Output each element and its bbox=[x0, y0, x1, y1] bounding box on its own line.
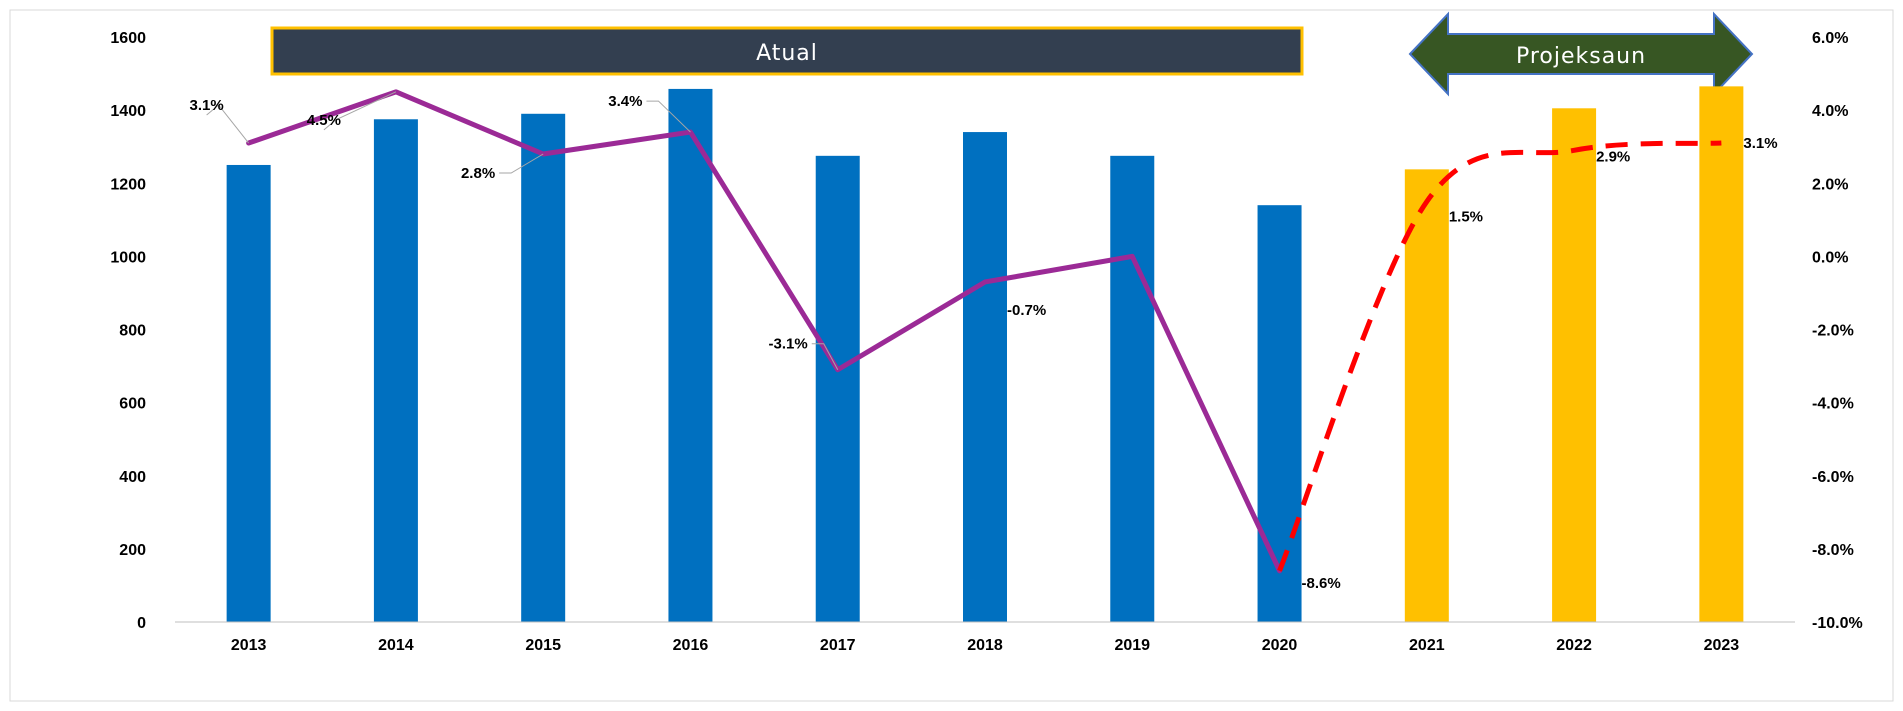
x-tick-label: 2013 bbox=[231, 637, 267, 654]
bar-2014 bbox=[373, 119, 418, 622]
bar-2023 bbox=[1699, 86, 1744, 622]
x-tick-label: 2018 bbox=[967, 637, 1003, 654]
growth-label-2020: -8.6% bbox=[1302, 575, 1341, 592]
x-tick-label: 2015 bbox=[525, 637, 561, 654]
x-tick-label: 2020 bbox=[1262, 637, 1298, 654]
growth-label-2023: 3.1% bbox=[1743, 135, 1777, 152]
bar-2015 bbox=[521, 113, 566, 622]
growth-label-2018: -0.7% bbox=[1007, 302, 1046, 319]
x-tick-label: 2016 bbox=[673, 637, 709, 654]
x-tick-label: 2021 bbox=[1409, 637, 1445, 654]
bar-2020 bbox=[1257, 205, 1302, 622]
line-series bbox=[246, 89, 1722, 574]
x-tick-label: 2022 bbox=[1556, 637, 1592, 654]
y-right-tick-label: 0.0% bbox=[1812, 249, 1848, 266]
y-left-tick-label: 600 bbox=[119, 396, 146, 413]
y-right-tick-label: 6.0% bbox=[1812, 30, 1848, 47]
bar-2022 bbox=[1552, 108, 1597, 622]
chart-border bbox=[9, 9, 1894, 702]
leader-line bbox=[323, 91, 397, 131]
bar-2021 bbox=[1404, 169, 1449, 622]
y-right-tick-label: -2.0% bbox=[1812, 323, 1854, 340]
data-labels: 3.1% 4.5% 2.8% 3.4% -3.1% -0.7% -8.6% 1.5% 2.9% 3… bbox=[190, 91, 1778, 592]
growth-label-2013: 3.1% bbox=[190, 97, 224, 114]
y-left-tick-label: 0 bbox=[137, 615, 146, 632]
y-left-tick-label: 1600 bbox=[110, 30, 146, 47]
projection-banner-label: Projeksaun bbox=[1516, 44, 1646, 69]
bar-2018 bbox=[963, 132, 1007, 622]
bar-2013 bbox=[226, 164, 271, 622]
actual-banner-label: Atual bbox=[756, 41, 818, 66]
axes: 2013 2014 2015 2016 2017 2018 2019 2020 2021 2022… bbox=[110, 30, 1862, 654]
leader-line bbox=[206, 104, 250, 144]
y-left-tick-label: 200 bbox=[119, 542, 146, 559]
y-left-tick-label: 1400 bbox=[110, 103, 146, 120]
y-right-tick-label: -8.0% bbox=[1812, 542, 1854, 559]
projection-banner bbox=[1408, 11, 1754, 97]
y-right-tick-label: 4.0% bbox=[1812, 103, 1848, 120]
bar-2016 bbox=[668, 88, 713, 622]
bar-2019 bbox=[1110, 155, 1155, 622]
x-tick-label: 2019 bbox=[1114, 637, 1150, 654]
y-right-tick-label: -10.0% bbox=[1812, 615, 1863, 632]
y-right-tick-label: 2.0% bbox=[1812, 176, 1848, 193]
actual-banner bbox=[270, 26, 1304, 76]
leader-line bbox=[646, 100, 691, 133]
growth-label-2015: 2.8% bbox=[461, 165, 495, 182]
y-left-tick-label: 800 bbox=[119, 323, 146, 340]
y-left-tick-label: 400 bbox=[119, 469, 146, 486]
growth-label-2017: -3.1% bbox=[769, 336, 808, 353]
banners: Atual Projeksaun bbox=[270, 11, 1754, 97]
leader-line bbox=[811, 343, 839, 370]
growth-label-2014: 4.5% bbox=[307, 112, 341, 129]
growth-label-2016: 3.4% bbox=[608, 93, 642, 110]
y-right-tick-label: -6.0% bbox=[1812, 469, 1854, 486]
y-left-tick-label: 1200 bbox=[110, 176, 146, 193]
x-tick-label: 2017 bbox=[820, 637, 856, 654]
bar-2017 bbox=[815, 155, 860, 622]
x-tick-label: 2023 bbox=[1704, 637, 1740, 654]
growth-label-2021: 1.5% bbox=[1449, 209, 1483, 226]
y-right-tick-label: -4.0% bbox=[1812, 396, 1854, 413]
growth-line-actual bbox=[246, 89, 1283, 574]
x-tick-label: 2014 bbox=[378, 637, 414, 654]
bar-series bbox=[226, 86, 1744, 622]
leader-line bbox=[499, 153, 544, 174]
growth-label-2022: 2.9% bbox=[1596, 148, 1630, 165]
y-left-tick-label: 1000 bbox=[110, 249, 146, 266]
